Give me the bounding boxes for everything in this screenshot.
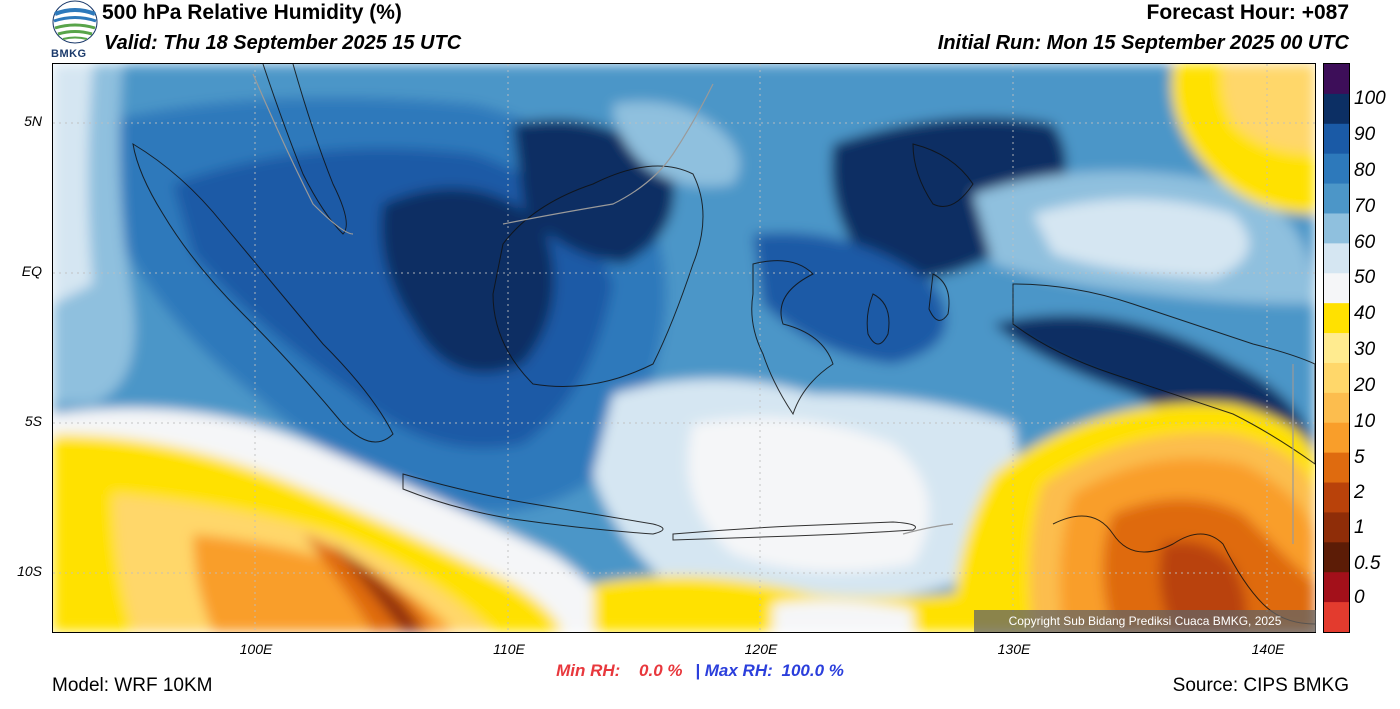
colorbar-label: 0 [1354,587,1365,608]
map-title: 500 hPa Relative Humidity (%) [102,1,402,24]
colorbar-label: 20 [1354,375,1376,396]
colorbar-swatch [1324,243,1349,274]
colorbar-swatch [1324,542,1349,573]
lon-label-110e: 110E [493,641,525,657]
stats-separator: | [695,661,701,680]
bmkg-logo-icon [50,0,100,62]
colorbar-label: 40 [1354,303,1376,324]
max-rh-label: Max RH: [704,661,773,680]
lon-label-100e: 100E [239,641,273,657]
colorbar-swatch [1324,482,1349,513]
colorbar-swatch [1324,512,1349,543]
colorbar-swatch [1324,333,1349,364]
lon-label-120e: 120E [744,641,778,657]
colorbar-swatch [1324,602,1349,632]
colorbar-swatch [1324,392,1349,424]
colorbar-label: 60 [1354,232,1376,253]
copyright-notice: Copyright Sub Bidang Prediksi Cuaca BMKG… [974,610,1316,632]
lat-label-5n: 5N [24,113,42,129]
colorbar-label: 70 [1354,196,1376,217]
colorbar-swatch [1324,572,1349,603]
rh-stats: Min RH: 0.0 % | Max RH: 100.0 % [0,661,1400,681]
lat-label-5s: 5S [24,413,42,429]
colorbar-swatch [1324,303,1349,334]
lon-label-140e: 140E [1251,641,1285,657]
colorbar-label: 90 [1354,124,1376,145]
colorbar-label: 100 [1354,88,1386,109]
lat-label-eq: EQ [21,263,42,279]
valid-time: Valid: Thu 18 September 2025 15 UTC [104,32,462,54]
colorbar-label: 5 [1354,447,1365,468]
colorbar-label: 50 [1354,267,1376,288]
min-rh-label: Min RH: [556,661,621,680]
lon-label-130e: 130E [997,641,1031,657]
colorbar-swatch [1324,123,1349,155]
source-label: Source: CIPS BMKG [1172,675,1349,696]
colorbar-swatch [1324,93,1349,125]
colorbar-swatch [1324,452,1349,484]
colorbar-label: 80 [1354,160,1376,181]
min-rh-value: 0.0 % [639,661,683,680]
logo-text: BMKG [51,48,87,60]
colorbar-label: 30 [1354,339,1376,360]
colorbar-swatch [1324,183,1349,214]
humidity-map [52,63,1316,633]
colorbar-swatch [1324,153,1349,185]
forecast-hour: Forecast Hour: +087 [1146,1,1350,24]
colorbar-swatch [1324,213,1349,244]
colorbar [1323,63,1350,633]
colorbar-swatch [1324,64,1349,95]
colorbar-label: 1 [1354,517,1365,538]
colorbar-swatch [1324,422,1349,454]
colorbar-swatch [1324,362,1349,394]
max-rh-value: 100.0 % [781,661,844,680]
colorbar-label: 2 [1354,482,1365,503]
colorbar-swatch [1324,273,1349,304]
lat-label-10s: 10S [17,563,42,579]
colorbar-label: 0.5 [1354,553,1381,574]
initial-run: Initial Run: Mon 15 September 2025 00 UT… [937,32,1349,54]
colorbar-label: 10 [1354,411,1376,432]
model-label: Model: WRF 10KM [52,675,213,696]
